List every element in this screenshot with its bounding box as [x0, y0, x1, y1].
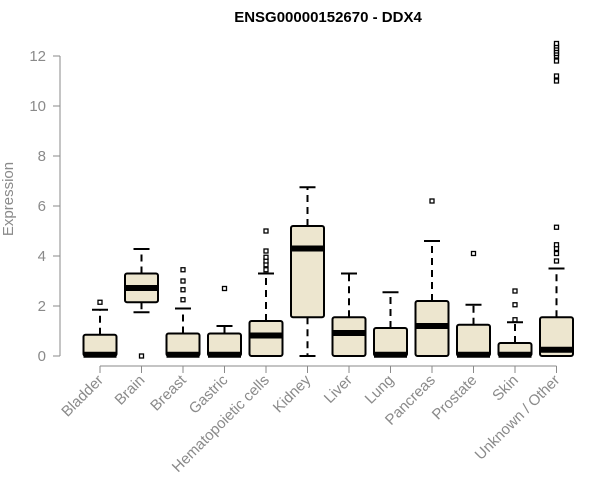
y-tick-label: 0	[38, 348, 46, 365]
y-tick-label: 4	[38, 248, 46, 265]
box-iqr	[290, 225, 325, 319]
outlier-point	[553, 40, 560, 47]
boxes-group	[82, 40, 574, 359]
outlier-point	[553, 258, 560, 264]
outlier-point	[138, 353, 145, 359]
x-tick-label: Bladder	[58, 372, 107, 421]
box-breast	[165, 267, 201, 358]
box-liver	[331, 272, 367, 357]
box-gastric	[207, 285, 242, 358]
x-tick-label: Brain	[112, 372, 149, 409]
box-hematopoietic-cells	[248, 228, 284, 357]
outlier-point	[180, 267, 186, 273]
box-prostate	[456, 250, 491, 358]
outlier-point	[180, 297, 186, 303]
outlier-point	[263, 254, 269, 260]
outlier-point	[263, 267, 269, 273]
box-kidney	[290, 186, 325, 357]
outlier-point	[512, 302, 518, 308]
box-iqr	[456, 323, 491, 357]
outlier-point	[470, 250, 477, 257]
outlier-point	[221, 285, 228, 292]
box-pancreas	[414, 198, 450, 357]
outlier-point	[512, 288, 518, 294]
outlier-point	[97, 299, 103, 305]
outlier-point	[553, 242, 560, 248]
outlier-point	[512, 317, 518, 323]
outlier-point	[263, 228, 269, 234]
x-tick-label: Kidney	[270, 371, 315, 416]
outlier-point	[553, 224, 560, 230]
box-iqr	[331, 316, 367, 357]
outlier-point	[553, 73, 560, 79]
y-tick-label: 6	[38, 198, 46, 215]
x-tick-label: Breast	[147, 371, 190, 414]
box-brain	[124, 248, 159, 359]
outlier-point	[429, 198, 435, 204]
y-axis: 0 2 4 6 8 10 12	[29, 48, 61, 365]
y-tick-label: 10	[29, 98, 46, 115]
y-tick-label: 2	[38, 298, 46, 315]
box-skin	[497, 288, 533, 358]
outlier-point	[180, 278, 186, 284]
box-iqr	[539, 316, 574, 357]
y-axis-label: Expression	[0, 162, 17, 236]
box-bladder	[82, 299, 118, 358]
x-tick-label: Prostate	[429, 372, 481, 424]
x-tick-label: Skin	[489, 372, 522, 405]
outlier-point	[553, 250, 560, 257]
outlier-point	[263, 248, 269, 254]
x-tick-label: Lung	[362, 372, 398, 408]
box-lung	[373, 291, 408, 358]
outlier-point	[553, 78, 560, 84]
chart-title: ENSG00000152670 - DDX4	[234, 9, 422, 26]
x-tick-label: Liver	[321, 372, 356, 407]
outlier-point	[180, 287, 186, 293]
y-tick-label: 8	[38, 148, 46, 165]
y-tick-label: 12	[29, 48, 46, 65]
outlier-point	[553, 58, 560, 64]
box-unknown-other	[539, 40, 574, 357]
